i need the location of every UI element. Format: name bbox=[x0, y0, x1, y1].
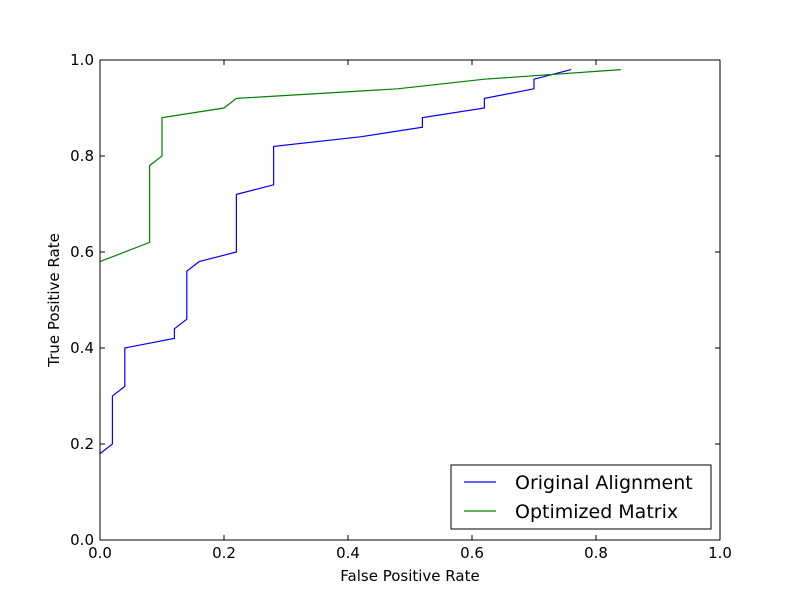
y-tick-label: 0.8 bbox=[70, 147, 94, 165]
series-line-optimized-matrix bbox=[99, 69, 621, 263]
y-tick-label: 1.0 bbox=[70, 51, 94, 69]
x-tick-label: 0.0 bbox=[88, 544, 112, 562]
x-tick-label: 0.2 bbox=[212, 544, 236, 562]
x-axis-label: False Positive Rate bbox=[340, 567, 479, 585]
x-tick-label: 0.8 bbox=[584, 544, 608, 562]
y-axis-label: True Positive Rate bbox=[45, 233, 63, 368]
series-line-original-alignment bbox=[99, 69, 572, 455]
legend-label-optimized-matrix: Optimized Matrix bbox=[515, 501, 678, 523]
plot-area-frame bbox=[99, 59, 721, 541]
tick-layer: 0.0 0.2 0.4 0.6 0.8 1.0 0.0 0.2 0.4 0.6 0.8 1.0 bbox=[70, 51, 732, 562]
y-tick-label: 0.6 bbox=[70, 243, 94, 261]
x-tick-label: 0.6 bbox=[460, 544, 484, 562]
legend-label-original-alignment: Original Alignment bbox=[515, 472, 693, 494]
y-tick-label: 0.2 bbox=[70, 435, 94, 453]
x-tick-label: 0.4 bbox=[336, 544, 360, 562]
legend-frame bbox=[450, 464, 712, 530]
y-tick-label: 0.4 bbox=[70, 339, 94, 357]
legend: Original Alignment Optimized Matrix bbox=[450, 464, 712, 530]
x-tick-label: 1.0 bbox=[708, 544, 732, 562]
y-tick-label: 0.0 bbox=[70, 531, 94, 549]
series-layer bbox=[99, 69, 621, 455]
